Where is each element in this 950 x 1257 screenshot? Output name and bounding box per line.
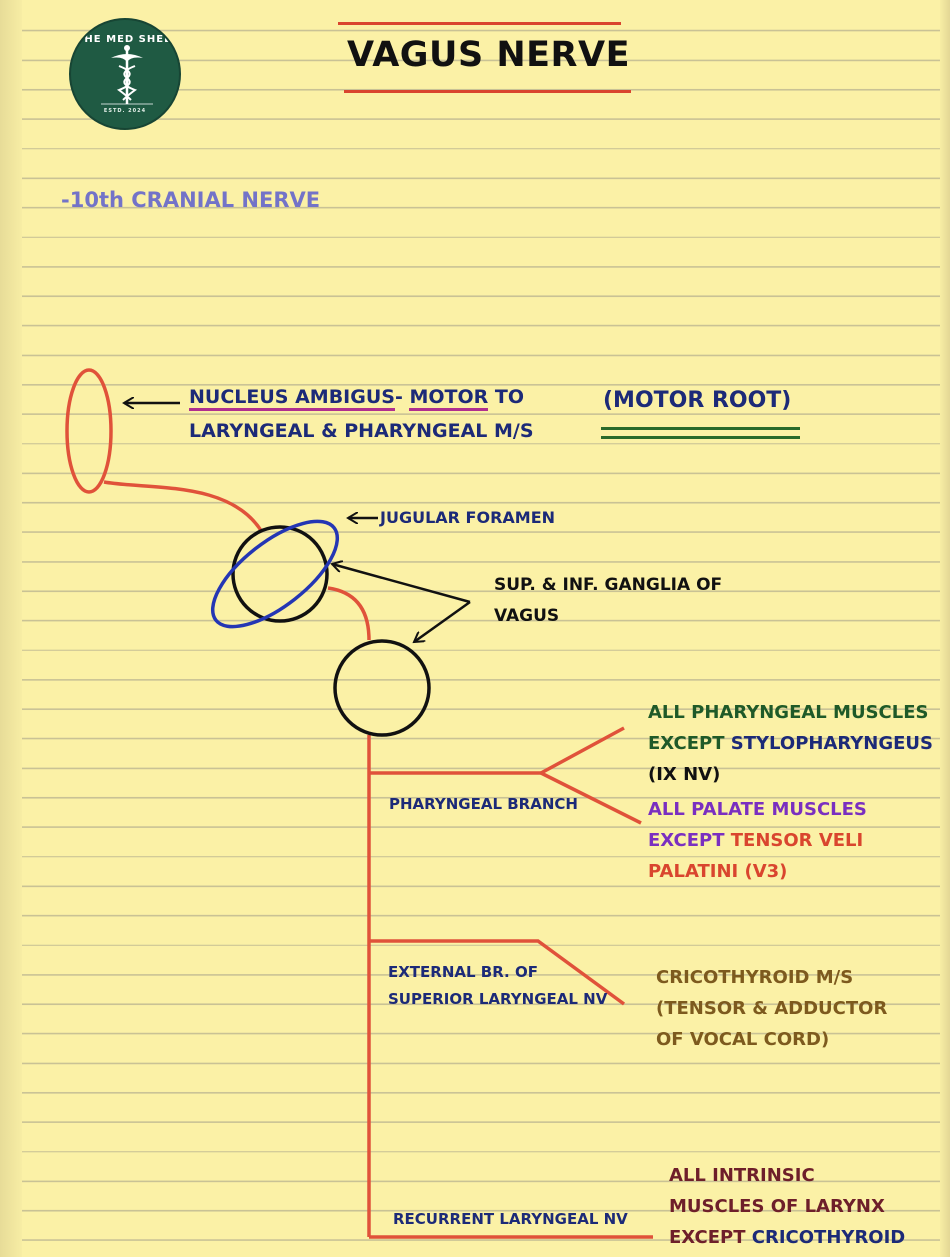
nucleus-ambiguus-oval xyxy=(65,368,113,494)
pharyngeal-muscles-line3: (IX NV) xyxy=(648,764,721,785)
inferior-ganglion-circle xyxy=(333,639,431,737)
med-shed-logo: THE MED SHED ESTD. 2024 xyxy=(69,18,181,130)
jugular-foramen-ring xyxy=(210,519,340,629)
subtitle: -10th CRANIAL NERVE xyxy=(61,188,321,212)
tensor-veli-text: TENSOR VELI xyxy=(730,830,864,851)
cricothyroid-exception-text: CRICOTHYROID xyxy=(751,1227,906,1248)
intrinsic-line1: ALL INTRINSIC xyxy=(669,1165,815,1186)
paper-right-edge xyxy=(940,0,950,1257)
nerve-between-ganglia xyxy=(327,586,371,641)
motor-root-underline-1 xyxy=(601,427,800,430)
nucleus-ambiguus-text: NUCLEUS AMBIGUS xyxy=(189,386,395,411)
page-title: VAGUS NERVE xyxy=(347,35,630,75)
pharyngeal-upper-fork xyxy=(540,726,625,775)
palate-muscles-line2: EXCEPT TENSOR VELI xyxy=(648,830,863,852)
ganglia-arrow-up xyxy=(332,564,471,604)
pharyngeal-muscles-line2: EXCEPT STYLOPHARYNGEUS xyxy=(648,733,933,755)
except-text-3: EXCEPT xyxy=(669,1227,752,1248)
palate-muscles-line3: PALATINI (V3) xyxy=(648,861,788,882)
to-text: TO xyxy=(494,386,525,408)
stylopharyngeus-text: STYLOPHARYNGEUS xyxy=(730,733,933,754)
except-text-2: EXCEPT xyxy=(648,830,731,851)
logo-established: ESTD. 2024 xyxy=(103,108,147,114)
except-text: EXCEPT xyxy=(648,733,731,754)
caduceus-icon xyxy=(101,45,153,105)
nucleus-label-line2: LARYNGEAL & PHARYNGEAL M/S xyxy=(189,420,534,442)
intrinsic-line3: EXCEPT CRICOTHYROID xyxy=(669,1227,905,1249)
external-branch-label-line1: EXTERNAL BR. OF xyxy=(388,963,538,981)
nucleus-dash: - xyxy=(394,386,403,408)
jugular-foramen-label: JUGULAR FORAMEN xyxy=(380,508,556,527)
external-laryngeal-line xyxy=(369,939,626,1006)
paper-left-edge xyxy=(0,0,22,1257)
pharyngeal-branch-label: PHARYNGEAL BRANCH xyxy=(389,795,578,813)
cricothyroid-line3: OF VOCAL CORD) xyxy=(656,1029,830,1050)
motor-root-underline-2 xyxy=(601,436,800,439)
motor-root-label: (MOTOR ROOT) xyxy=(603,388,792,413)
pharyngeal-lower-fork xyxy=(540,771,642,825)
title-underline xyxy=(344,90,631,93)
superior-ganglion-circle xyxy=(231,525,329,623)
intrinsic-line2: MUSCLES OF LARYNX xyxy=(669,1196,885,1217)
cricothyroid-line1: CRICOTHYROID M/S xyxy=(656,967,854,988)
ganglia-label-line1: SUP. & INF. GANGLIA OF xyxy=(494,575,723,595)
title-overline xyxy=(338,22,621,25)
external-branch-label-line2: SUPERIOR LARYNGEAL NV xyxy=(388,990,608,1008)
motor-root-fiber xyxy=(103,480,264,533)
palate-muscles-line1: ALL PALATE MUSCLES xyxy=(648,799,867,820)
cricothyroid-line2: (TENSOR & ADDUCTOR xyxy=(656,998,888,1019)
ganglia-label-line2: VAGUS xyxy=(494,606,560,626)
ganglia-arrow-down xyxy=(414,600,471,642)
nucleus-label-line1: NUCLEUS AMBIGUS- MOTOR TO xyxy=(189,386,525,411)
recurrent-laryngeal-label: RECURRENT LARYNGEAL NV xyxy=(393,1210,628,1228)
pharyngeal-muscles-line1: ALL PHARYNGEAL MUSCLES xyxy=(648,702,929,723)
logo-name: THE MED SHED xyxy=(76,34,174,45)
motor-text: MOTOR xyxy=(409,386,489,411)
